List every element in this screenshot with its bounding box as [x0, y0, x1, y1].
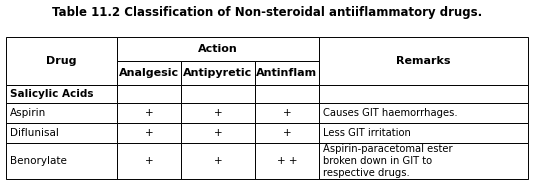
Text: Remarks: Remarks — [396, 56, 451, 66]
Text: +: + — [145, 128, 153, 138]
Bar — [181, 123, 255, 143]
Text: Aspirin: Aspirin — [10, 108, 46, 118]
Text: Less GIT irritation: Less GIT irritation — [323, 128, 411, 138]
Text: + +: + + — [277, 156, 297, 166]
Bar — [117, 143, 181, 179]
Text: +: + — [214, 156, 222, 166]
Bar — [117, 85, 181, 103]
Text: +: + — [214, 128, 222, 138]
Text: +: + — [145, 156, 153, 166]
Bar — [117, 123, 181, 143]
Bar — [255, 143, 319, 179]
Text: Analgesic: Analgesic — [119, 68, 179, 78]
Bar — [6, 123, 117, 143]
Bar — [255, 103, 319, 123]
Text: +: + — [145, 108, 153, 118]
Bar — [117, 37, 319, 61]
Text: Table 11.2 Classification of Non-steroidal antiiflammatory drugs.: Table 11.2 Classification of Non-steroid… — [52, 6, 482, 20]
Text: +: + — [282, 128, 291, 138]
Bar — [319, 123, 528, 143]
Bar — [319, 143, 528, 179]
Bar — [6, 103, 117, 123]
Text: Aspirin-paracetomal ester
broken down in GIT to
respective drugs.: Aspirin-paracetomal ester broken down in… — [323, 144, 452, 178]
Bar — [255, 123, 319, 143]
Bar — [181, 85, 255, 103]
Bar — [319, 85, 528, 103]
Bar — [319, 37, 528, 85]
Bar — [255, 61, 319, 85]
Text: Causes GIT haemorrhages.: Causes GIT haemorrhages. — [323, 108, 458, 118]
Text: Action: Action — [198, 44, 238, 54]
Bar — [181, 61, 255, 85]
Bar — [181, 143, 255, 179]
Bar — [6, 37, 117, 85]
Text: Antinflam: Antinflam — [256, 68, 318, 78]
Text: Diflunisal: Diflunisal — [10, 128, 59, 138]
Bar — [117, 61, 181, 85]
Text: +: + — [282, 108, 291, 118]
Bar — [6, 143, 117, 179]
Text: Benorylate: Benorylate — [10, 156, 67, 166]
Bar — [181, 103, 255, 123]
Text: Antipyretic: Antipyretic — [183, 68, 253, 78]
Text: Salicylic Acids: Salicylic Acids — [10, 89, 93, 99]
Text: Drug: Drug — [46, 56, 77, 66]
Text: +: + — [214, 108, 222, 118]
Bar — [117, 103, 181, 123]
Bar — [255, 85, 319, 103]
Bar — [319, 103, 528, 123]
Bar — [6, 85, 117, 103]
